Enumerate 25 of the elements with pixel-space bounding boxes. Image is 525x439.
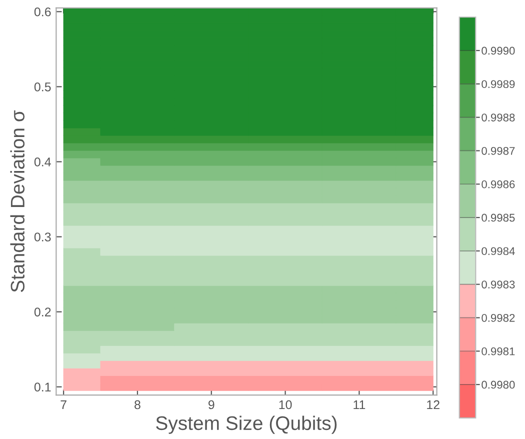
color-bar-label: 0.9984 [482, 247, 515, 256]
color-bar-label: 0.9986 [482, 180, 515, 188]
x-tick-label: 10 [279, 400, 292, 410]
x-tick-label: 8 [134, 400, 140, 410]
color-bar-label: 0.9981 [482, 347, 515, 356]
y-tick-label: 0.3 [34, 232, 51, 242]
color-bar-label: 0.9983 [482, 280, 515, 288]
y-tick-label: 0.6 [34, 7, 51, 16]
x-axis-title: System Size (Qubits) [156, 416, 337, 434]
x-tick-label: 11 [354, 400, 366, 410]
y-tick-label: 0.5 [34, 82, 51, 92]
y-tick-label: 0.4 [34, 158, 51, 166]
color-bar-label: 0.9989 [482, 80, 515, 88]
y-tick-label: 0.1 [34, 382, 51, 392]
color-bar-label: 0.9985 [482, 214, 515, 222]
x-tick-label: 12 [427, 400, 440, 410]
y-tick-label: 0.2 [34, 308, 51, 316]
x-tick-label: 7 [60, 400, 66, 410]
x-tick-label: 9 [208, 400, 214, 410]
color-bar-label: 0.9988 [482, 114, 515, 122]
color-bar-label: 0.9987 [482, 146, 515, 155]
color-bar-label: 0.9980 [482, 380, 515, 389]
y-axis-title: Standard Deviation σ [10, 110, 25, 292]
color-bar-label: 0.9990 [482, 46, 515, 55]
color-bar-label: 0.9982 [482, 314, 515, 322]
